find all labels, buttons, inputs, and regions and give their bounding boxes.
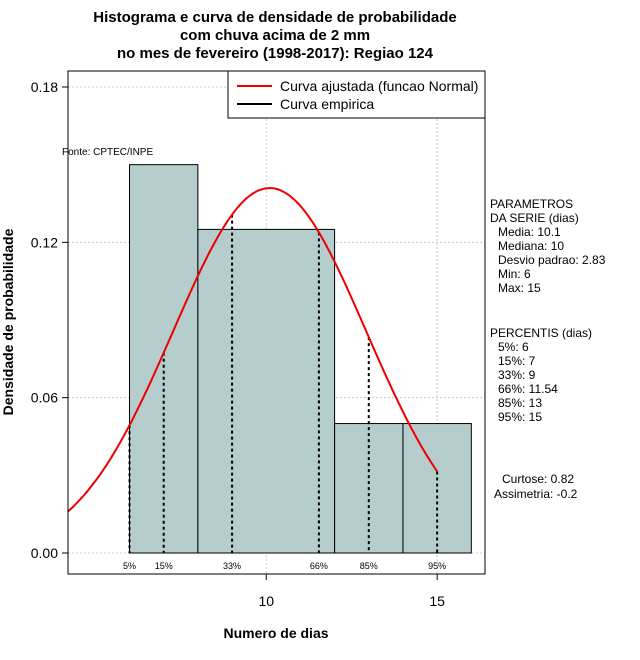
params-title-line-1: PARAMETROS: [490, 197, 573, 211]
percentile-label-1: 15%: [155, 561, 173, 571]
params-title-line-2: DA SERIE (dias): [490, 211, 579, 225]
percentil-33: 33%: 9: [498, 368, 536, 382]
histogram-bar-1: [197, 228, 336, 554]
normal-curve-layer: [67, 187, 438, 513]
param-media: Media: 10.1: [498, 225, 561, 239]
y-tick-label-0: 0.00: [31, 545, 58, 561]
histogram-bars: [129, 164, 472, 554]
legend-label-fitted: Curva ajustada (funcao Normal): [280, 78, 478, 94]
source-note: Fonte: CPTEC/INPE: [62, 147, 153, 158]
y-tick-label-3: 0.18: [31, 79, 58, 95]
percentile-lines: 5% 15% 33% 66% 85% 95%: [123, 214, 446, 571]
percentil-5: 5%: 6: [498, 340, 529, 354]
stat-assimetria: Assimetria: -0.2: [494, 487, 578, 501]
percentile-label-4: 85%: [360, 561, 378, 571]
x-tick-label-0: 10: [258, 593, 274, 609]
legend-box: [227, 70, 486, 119]
param-max: Max: 15: [498, 281, 541, 295]
percentile-label-3: 66%: [310, 561, 328, 571]
param-mediana: Mediana: 10: [498, 239, 564, 253]
percentil-95: 95%: 15: [498, 410, 542, 424]
y-axis-label: Densidade de probabilidade: [0, 228, 16, 415]
side-panel: PARAMETROS DA SERIE (dias) Media: 10.1 M…: [490, 197, 606, 501]
percentis-title: PERCENTIS (dias): [490, 326, 592, 340]
histogram-bar-3: [402, 423, 472, 554]
percentile-label-2: 33%: [223, 561, 241, 571]
percentile-label-0: 5%: [123, 561, 136, 571]
percentil-66: 66%: 11.54: [498, 382, 558, 396]
y-tick-label-1: 0.06: [31, 390, 58, 406]
param-min: Min: 6: [498, 267, 531, 281]
x-tick-label-1: 15: [429, 593, 445, 609]
percentil-15: 15%: 7: [498, 354, 536, 368]
y-tick-label-2: 0.12: [31, 234, 58, 250]
chart-title-line-1: Histograma e curva de densidade de proba…: [93, 9, 456, 26]
percentile-label-5: 95%: [428, 561, 446, 571]
normal-curve: [67, 187, 438, 513]
percentil-85: 85%: 13: [498, 396, 542, 410]
axis-layer: 0.00 0.06 0.12 0.18 10 15: [31, 79, 445, 609]
x-axis-label: Numero de dias: [223, 625, 328, 641]
chart-title-line-2: com chuva acima de 2 mm: [180, 27, 370, 44]
legend-label-empirical: Curva empirica: [280, 96, 374, 112]
chart-title-line-3: no mes de fevereiro (1998-2017): Regiao …: [117, 45, 434, 62]
legend: Curva ajustada (funcao Normal) Curva emp…: [227, 70, 486, 119]
stat-curtose: Curtose: 0.82: [502, 472, 574, 486]
param-desvio: Desvio padrao: 2.83: [498, 253, 606, 267]
